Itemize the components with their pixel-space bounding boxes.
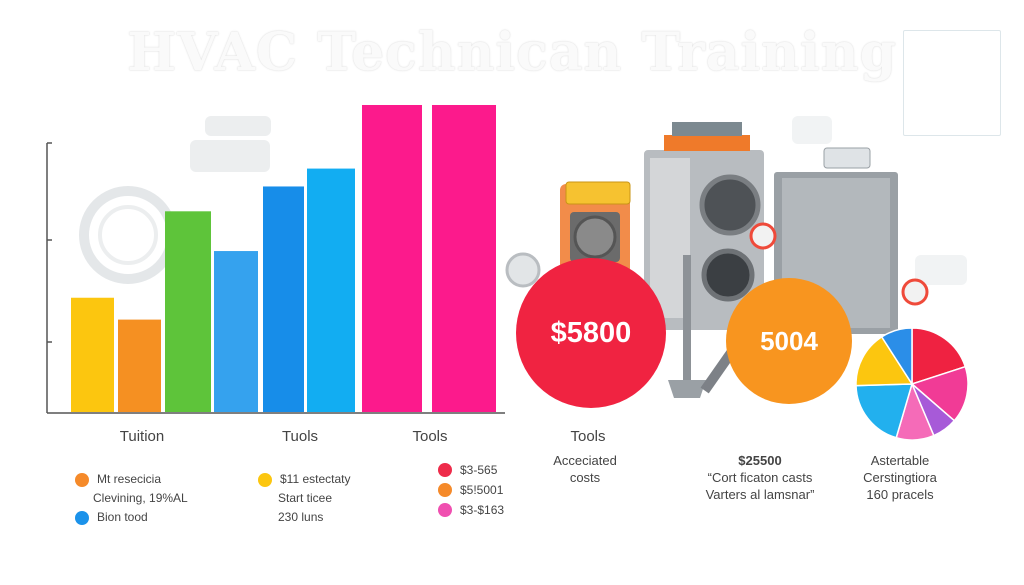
gear-icon xyxy=(79,186,177,284)
legend: $3-565 $5!5001 $3-$163 xyxy=(438,460,504,520)
legend-item: Mt resecicia xyxy=(75,470,188,489)
legend-item: $3-$163 xyxy=(438,500,504,520)
speech-bubble-icon xyxy=(792,116,832,144)
legend-item: Clevining, 19%AL xyxy=(75,489,188,508)
cost-value: $5800 xyxy=(550,316,632,349)
bar xyxy=(118,319,161,412)
cost-caption: Acceciated costs xyxy=(535,452,635,486)
bar xyxy=(362,104,422,413)
bar xyxy=(165,211,211,412)
pie-caption-line: Astertable xyxy=(870,453,930,468)
legend-item: $3-565 xyxy=(438,460,504,480)
legend-item: Start ticee xyxy=(258,489,351,508)
bar xyxy=(214,251,258,412)
legend-label: Bion tood xyxy=(97,510,148,524)
certification-amount: $25500 xyxy=(738,453,782,468)
x-tick-label: Tuols xyxy=(281,428,319,445)
x-tick-label: Tools xyxy=(412,428,448,445)
cost-caption-line: costs xyxy=(569,470,601,485)
bar xyxy=(71,297,114,412)
certification-line: Varters al lamsnar” xyxy=(705,487,815,502)
x-tick-label: Tuition xyxy=(119,428,165,445)
legend-item: $11 estectaty xyxy=(258,470,351,489)
legend: $11 estectaty Start ticee 230 luns xyxy=(258,470,351,527)
legend-swatch xyxy=(438,463,452,477)
cost-circle: 5004 xyxy=(726,278,852,404)
legend-label: Clevining, 19%AL xyxy=(93,491,188,505)
legend-swatch xyxy=(258,472,272,487)
chart-title: HVAC Technican Training xyxy=(127,22,897,83)
cost-heading: Tools xyxy=(570,428,606,445)
bar xyxy=(432,104,496,413)
pie-slice xyxy=(855,383,914,439)
certification-note: $25500 “Cort ficaton casts Varters al la… xyxy=(685,452,835,503)
legend-label: $3-$163 xyxy=(460,503,505,517)
legend-label: $5!5001 xyxy=(460,483,504,497)
legend-label: $3-565 xyxy=(460,463,498,477)
legend-swatch xyxy=(438,483,452,497)
legend-label: $11 estectaty xyxy=(280,472,351,486)
decorative-frame xyxy=(903,30,1001,136)
pie-caption-line: 160 pracels xyxy=(866,487,934,502)
legend-label: Mt resecicia xyxy=(97,472,162,486)
legend-item: 230 luns xyxy=(258,508,351,527)
legend-item: Bion tood xyxy=(75,508,188,527)
certification-line: “Cort ficaton casts xyxy=(707,470,813,485)
bar xyxy=(263,186,304,412)
legend: Mt resecicia Clevining, 19%AL Bion tood xyxy=(75,470,188,527)
legend-swatch xyxy=(75,472,89,487)
gear-icon-inner xyxy=(98,205,158,265)
speech-bubble-icon xyxy=(915,255,967,285)
legend-swatch xyxy=(438,503,452,517)
pie-slice xyxy=(855,335,914,387)
pie-caption-line: Cerstingtiora xyxy=(863,470,937,485)
pie-slice xyxy=(911,327,967,386)
cost-circle: $5800 xyxy=(516,258,666,408)
legend-item: $5!5001 xyxy=(438,480,504,500)
speech-bubble-icon xyxy=(205,116,271,136)
legend-swatch xyxy=(75,510,89,525)
speech-bubble-icon xyxy=(190,140,270,172)
bar xyxy=(307,168,355,412)
cost-caption-line: Acceciated xyxy=(553,453,617,468)
pie-slice xyxy=(910,365,969,422)
pie-chart xyxy=(855,327,969,441)
legend-label: Start ticee xyxy=(278,491,333,505)
legend-label: 230 luns xyxy=(278,510,324,524)
pie-slice xyxy=(880,327,913,387)
cost-value: 5004 xyxy=(760,325,818,356)
pie-caption: Astertable Cerstingtiora 160 pracels xyxy=(845,452,955,503)
